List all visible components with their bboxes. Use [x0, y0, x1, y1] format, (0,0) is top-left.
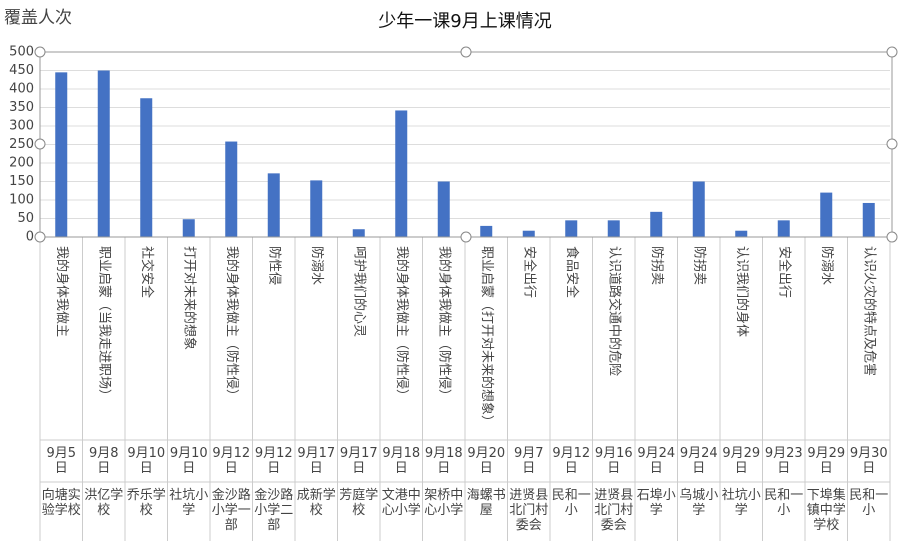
date-label: 9月23日 — [764, 446, 803, 476]
y-tick-label: 250 — [9, 137, 34, 152]
topic-label: 我的身体我做主 — [54, 246, 70, 337]
topic-label: 呵护我们的心灵 — [351, 246, 367, 337]
topic-label: 防溺水 — [309, 246, 325, 285]
date-label: 9月8日 — [88, 446, 119, 476]
bar — [565, 220, 578, 237]
school-label: 芳庭学校 — [339, 488, 379, 518]
topic-label: 打开对未来的想象 — [181, 246, 197, 350]
bar — [522, 230, 535, 237]
school-label: 下埠集镇中学学校 — [806, 488, 846, 533]
y-tick-label: 450 — [9, 63, 34, 78]
school-label: 社坑小学 — [169, 488, 209, 518]
date-label: 9月24日 — [679, 446, 718, 476]
bar — [352, 229, 365, 237]
selection-handles — [34, 46, 898, 243]
topic-label: 职业启蒙（当我走进职场） — [96, 246, 111, 402]
date-label: 9月29日 — [722, 446, 761, 476]
bar — [607, 220, 620, 237]
topic-label: 认识火灾的特点及危害 — [861, 246, 877, 376]
school-label: 金沙路小学一部 — [211, 488, 251, 533]
school-label: 洪亿学校 — [84, 488, 124, 518]
topic-label: 防拐卖 — [649, 246, 665, 285]
y-tick-label: 400 — [9, 82, 34, 97]
school-label: 民和一小 — [849, 488, 889, 518]
y-axis-label: 覆盖人次 — [4, 8, 72, 28]
school-label: 乔乐学校 — [126, 488, 166, 518]
date-label: 9月12日 — [552, 446, 591, 476]
y-tick-label: 350 — [9, 100, 34, 115]
topic-label: 认识我们的身体 — [734, 246, 750, 337]
topic-label: 认识道路交通中的危险 — [606, 246, 622, 376]
date-label: 9月17日 — [339, 446, 378, 476]
y-tick-label: 150 — [9, 174, 34, 189]
school-label: 民和一小 — [551, 488, 591, 518]
date-label: 9月17日 — [297, 446, 336, 476]
date-label: 9月16日 — [594, 446, 633, 476]
school-label: 社坑小学 — [721, 488, 761, 518]
bar — [55, 72, 68, 237]
topic-label: 我的身体我做主（防性侵） — [394, 246, 410, 402]
bar — [480, 225, 493, 237]
bar — [777, 220, 790, 237]
school-label: 架桥中心小学 — [424, 488, 464, 518]
y-tick-label: 50 — [17, 211, 34, 226]
bar — [225, 141, 238, 237]
date-label: 9月30日 — [849, 446, 888, 476]
bar — [735, 230, 748, 237]
date-label: 9月7日 — [513, 446, 544, 476]
bar — [395, 110, 408, 237]
date-label: 9月12日 — [212, 446, 251, 476]
date-label: 9月18日 — [424, 446, 463, 476]
bar — [310, 180, 323, 237]
topic-label: 防性侵 — [266, 246, 282, 285]
topic-label: 食品安全 — [564, 246, 580, 298]
topic-label: 安全出行 — [521, 246, 537, 298]
date-label: 9月10日 — [169, 446, 208, 476]
y-tick-label: 200 — [9, 156, 34, 171]
bar — [437, 181, 450, 237]
school-label: 成新学校 — [296, 488, 336, 518]
date-label: 9月10日 — [127, 446, 166, 476]
y-tick-label: 500 — [9, 45, 34, 60]
topic-label: 我的身体我做主（防性侵） — [224, 246, 240, 402]
date-label: 9月24日 — [637, 446, 676, 476]
date-label: 9月12日 — [254, 446, 293, 476]
bar — [650, 211, 663, 237]
school-label: 进贤县北门村委会 — [594, 488, 634, 533]
school-label: 进贤县北门村委会 — [509, 488, 549, 533]
bar — [862, 202, 875, 237]
date-label: 9月29日 — [807, 446, 846, 476]
topic-label: 防溺水 — [819, 246, 835, 285]
school-label: 石埠小学 — [636, 488, 676, 518]
topic-label: 社交安全 — [139, 246, 155, 298]
chart-title: 少年一课9月上课情况 — [378, 11, 551, 32]
school-label: 海螺书屋 — [466, 488, 506, 518]
y-tick-label: 0 — [26, 230, 34, 245]
school-label: 文港中心小学 — [381, 488, 421, 518]
bar — [267, 173, 280, 237]
school-label: 乌城小学 — [679, 488, 719, 518]
topic-label: 安全出行 — [776, 246, 792, 298]
school-label: 金沙路小学二部 — [254, 488, 294, 533]
bar — [140, 98, 153, 237]
school-label: 向塘实验学校 — [41, 488, 81, 518]
topic-label: 我的身体我做主（防性侵） — [436, 246, 452, 402]
y-tick-label: 300 — [9, 119, 34, 134]
topic-label: 职业启蒙（打开对未来的想象） — [479, 246, 495, 428]
date-label: 9月5日 — [46, 446, 77, 476]
y-tick-label: 100 — [9, 193, 34, 208]
bar — [692, 181, 705, 237]
date-label: 9月18日 — [382, 446, 421, 476]
topic-label: 防拐卖 — [691, 246, 707, 285]
date-label: 9月20日 — [467, 446, 506, 476]
bar — [820, 192, 833, 237]
school-label: 民和一小 — [764, 488, 804, 518]
bar — [182, 219, 195, 237]
bar — [97, 70, 110, 237]
